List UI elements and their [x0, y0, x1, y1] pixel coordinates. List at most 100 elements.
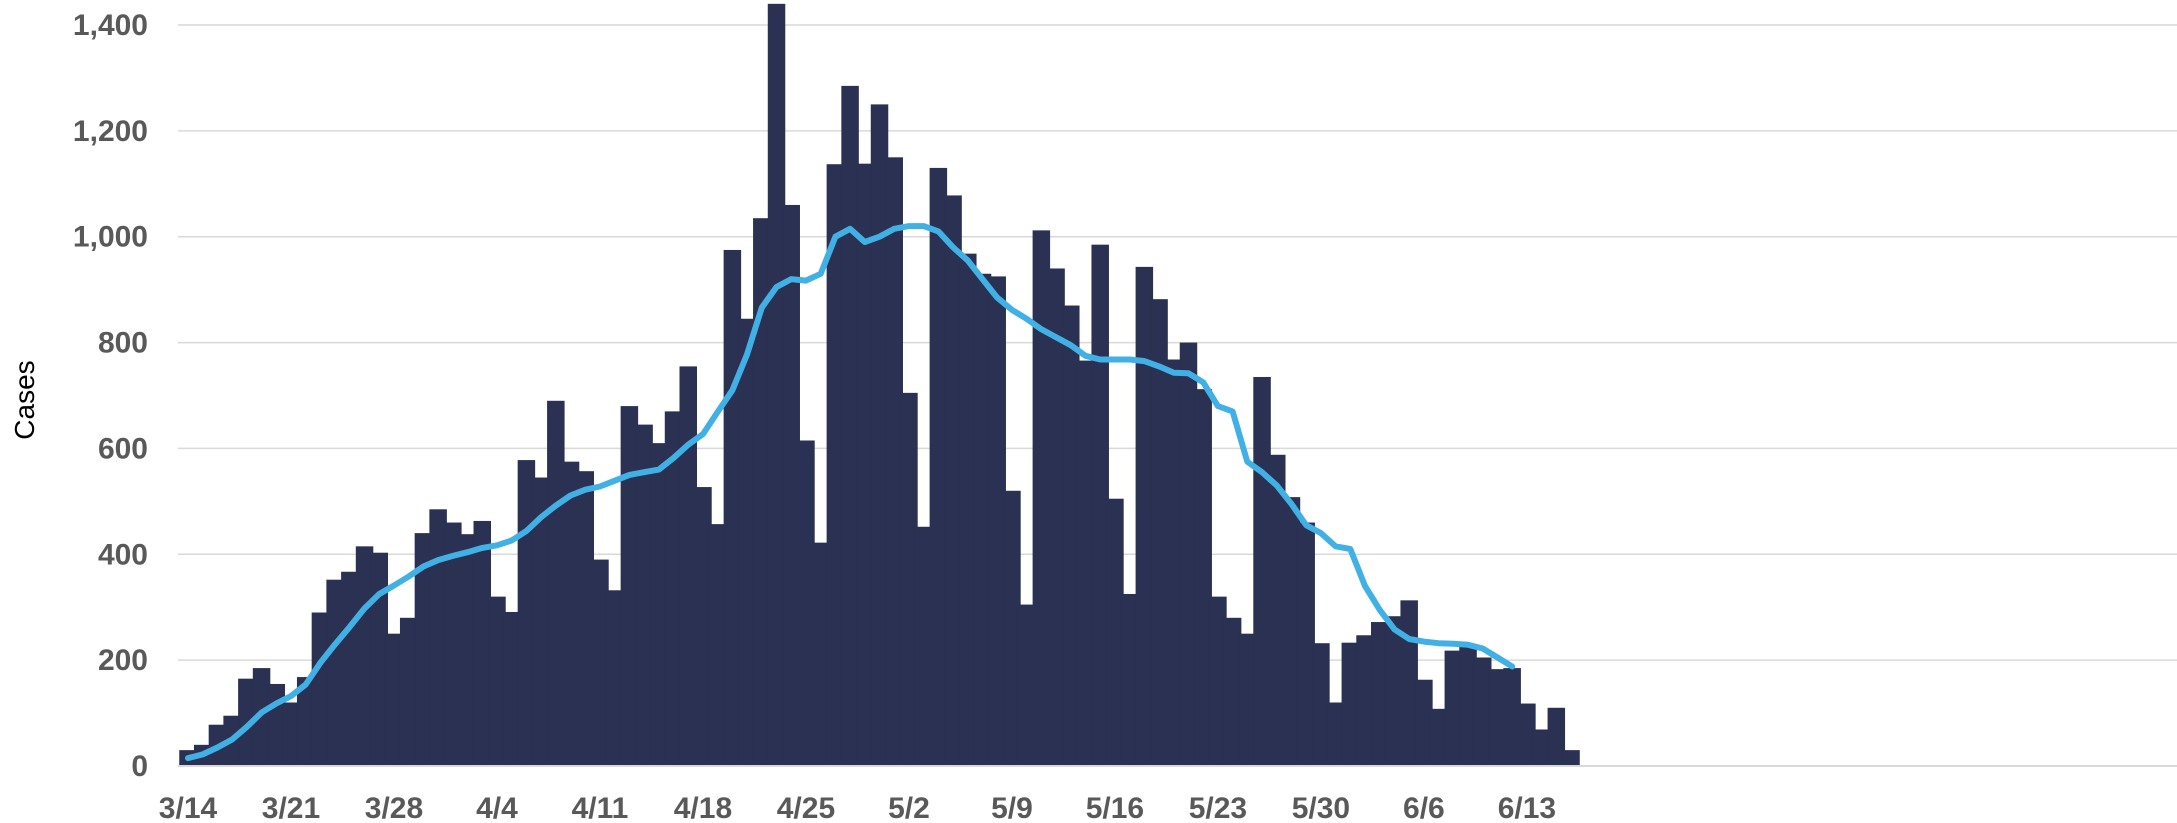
y-tick-label: 1,200 — [73, 115, 148, 148]
y-tick-label: 600 — [98, 432, 148, 465]
bar — [576, 471, 595, 766]
bar — [664, 411, 683, 766]
x-tick-label: 6/13 — [1498, 792, 1556, 823]
bar — [399, 617, 418, 766]
bar — [914, 526, 933, 766]
bar — [1282, 497, 1301, 766]
moving-average-series — [185, 223, 1516, 762]
bar — [841, 85, 859, 766]
bar — [1371, 622, 1389, 766]
bar — [252, 668, 271, 766]
x-tick-label: 4/4 — [476, 792, 518, 823]
bar — [1429, 708, 1448, 766]
bar — [561, 461, 580, 766]
bar — [635, 424, 653, 766]
bar — [282, 702, 300, 766]
y-tick-label: 800 — [98, 327, 148, 360]
x-tick-label: 4/25 — [777, 792, 835, 823]
bar — [1488, 669, 1507, 766]
bar — [1238, 633, 1257, 766]
bar — [385, 633, 403, 766]
bar — [1268, 454, 1286, 766]
bar — [1532, 729, 1551, 766]
x-tick-label: 5/30 — [1292, 792, 1350, 823]
bar — [856, 163, 874, 766]
y-axis-label: Cases — [9, 360, 40, 439]
x-tick-label: 3/21 — [262, 792, 320, 823]
bar — [1518, 703, 1536, 766]
bar — [1032, 230, 1051, 766]
y-axis-ticks: 0 200 400 600 800 1,000 1,200 1,400 — [73, 9, 148, 783]
bar — [811, 542, 830, 766]
bar — [900, 392, 918, 766]
x-tick-label: 5/23 — [1189, 792, 1247, 823]
bar — [1444, 650, 1463, 766]
y-tick-label: 200 — [98, 644, 148, 677]
bar — [1179, 342, 1198, 766]
bar — [605, 590, 624, 766]
bar — [797, 440, 815, 766]
bar — [988, 276, 1006, 766]
bar — [929, 167, 948, 766]
daily-cases-bars — [179, 3, 1580, 767]
bar — [488, 596, 506, 766]
bar — [782, 204, 800, 766]
x-tick-label: 4/11 — [572, 792, 629, 823]
bar — [650, 443, 668, 766]
x-tick-label: 5/2 — [888, 792, 930, 823]
x-tick-label: 4/18 — [674, 792, 732, 823]
bar — [1106, 498, 1124, 766]
bar — [1150, 299, 1168, 766]
bar — [973, 273, 992, 766]
bar — [414, 533, 433, 766]
bar — [473, 520, 492, 766]
bar — [679, 366, 697, 766]
bar — [444, 522, 462, 766]
y-tick-label: 400 — [98, 538, 148, 571]
y-tick-label: 1,400 — [73, 9, 148, 42]
bar — [959, 253, 977, 766]
bar — [1326, 702, 1345, 766]
bar — [1047, 268, 1065, 766]
bar — [708, 524, 727, 766]
bar — [1223, 617, 1242, 766]
bar — [1312, 643, 1330, 766]
bar — [311, 612, 330, 766]
bar — [944, 195, 962, 766]
x-tick-label: 3/14 — [159, 792, 218, 823]
bar — [532, 477, 550, 766]
bar — [1194, 389, 1212, 766]
bar — [1415, 679, 1433, 766]
y-tick-label: 0 — [131, 750, 148, 783]
bar — [1003, 490, 1021, 766]
x-tick-label: 5/9 — [991, 792, 1033, 823]
bar — [1356, 635, 1374, 766]
bar — [296, 677, 315, 766]
bar — [1473, 657, 1492, 766]
bar — [1135, 266, 1154, 766]
bar — [547, 400, 565, 766]
bar — [591, 559, 609, 766]
bar — [1459, 645, 1477, 766]
bar — [870, 104, 889, 766]
bar — [1341, 642, 1360, 766]
bar — [738, 318, 756, 766]
bar — [1120, 593, 1139, 766]
x-tick-label: 3/28 — [365, 792, 423, 823]
x-tick-label: 6/6 — [1403, 792, 1445, 823]
bar — [1062, 305, 1080, 766]
bar — [458, 534, 477, 766]
bar — [767, 3, 786, 767]
bar — [1165, 359, 1183, 766]
bar — [1547, 707, 1566, 766]
moving-average-line — [185, 223, 1516, 762]
y-tick-label: 1,000 — [73, 221, 148, 254]
bar — [1503, 668, 1521, 766]
bar — [502, 611, 521, 766]
bar — [1076, 360, 1095, 766]
bar — [694, 487, 712, 766]
bar — [620, 406, 639, 766]
bar — [429, 509, 447, 766]
bar — [1562, 750, 1580, 766]
